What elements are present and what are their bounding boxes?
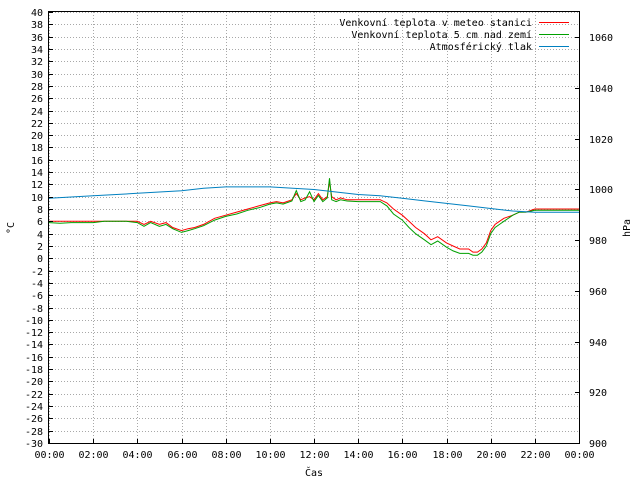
y-tick-label: 18 [31,143,43,154]
y-axis-label: °C [6,222,17,234]
tick-layer: -30-28-26-24-22-20-18-16-14-12-10-8-6-4-… [25,8,613,461]
y-tick-label: 12 [31,180,43,191]
y-tick-label: 10 [31,193,43,204]
y2-tick-label: 1000 [589,185,613,196]
y2-tick-label: 1060 [589,33,613,44]
legend-label-1: Venkovní teplota v meteo stanici [339,17,532,29]
y-tick-label: 28 [31,82,43,93]
grid-layer [49,12,580,444]
y-tick-label: -28 [25,427,43,438]
legend-label-3: Atmosférický tlak [430,41,532,53]
y-tick-label: 16 [31,156,43,167]
y2-tick-label: 1040 [589,84,613,95]
x-tick-label: 08:00 [211,450,241,461]
y2-tick-label: 960 [589,287,607,298]
y-tick-label: 24 [31,107,43,118]
x-tick-label: 20:00 [476,450,506,461]
y-tick-label: -24 [25,402,43,413]
y-tick-label: -18 [25,365,43,376]
y-tick-label: 34 [31,45,43,56]
y-tick-label: -8 [31,304,43,315]
y-tick-label: -30 [25,439,43,450]
x-tick-label: 00:00 [34,450,64,461]
y-tick-label: 20 [31,131,43,142]
y-tick-label: 30 [31,70,43,81]
y-tick-label: 38 [31,20,43,31]
y2-tick-label: 980 [589,236,607,247]
x-tick-label: 14:00 [343,450,373,461]
x-tick-label: 04:00 [122,450,152,461]
x-tick-label: 02:00 [78,450,108,461]
y-tick-label: 32 [31,57,43,68]
y-tick-label: 2 [37,242,43,253]
y2-tick-label: 920 [589,388,607,399]
y-tick-label: -6 [31,291,43,302]
y-tick-label: -2 [31,267,43,278]
y-tick-label: 40 [31,8,43,19]
y-tick-label: 22 [31,119,43,130]
x-tick-label: 06:00 [167,450,197,461]
y-tick-label: -16 [25,353,43,364]
y-tick-label: 4 [37,230,43,241]
y2-tick-label: 900 [589,439,607,450]
y-tick-label: 36 [31,33,43,44]
legend: Venkovní teplota v meteo staniciVenkovní… [339,17,569,53]
y-tick-label: 6 [37,217,43,228]
y-tick-label: -26 [25,414,43,425]
legend-label-2: Venkovní teplota 5 cm nad zemí [351,29,532,41]
x-tick-label: 22:00 [520,450,550,461]
y-tick-label: -10 [25,316,43,327]
x-tick-label: 12:00 [299,450,329,461]
x-tick-label: 18:00 [432,450,462,461]
y-tick-label: -20 [25,377,43,388]
series-layer [48,178,579,256]
y-tick-label: -22 [25,390,43,401]
x-axis-label: Čas [305,466,323,479]
y-tick-label: 14 [31,168,43,179]
y-tick-label: -4 [31,279,43,290]
plot-frame [48,11,580,444]
y-tick-label: 8 [37,205,43,216]
y2-axis-label: hPa [622,219,633,237]
series-line-3 [48,186,579,213]
x-tick-label: 00:00 [564,450,594,461]
y2-tick-label: 940 [589,338,607,349]
y2-tick-label: 1020 [589,135,613,146]
series-line-2 [48,178,579,256]
x-tick-label: 16:00 [387,450,417,461]
y-tick-label: -14 [25,340,43,351]
y-tick-label: -12 [25,328,43,339]
y-tick-label: 26 [31,94,43,105]
x-tick-label: 10:00 [255,450,285,461]
y-tick-label: 0 [37,254,43,265]
